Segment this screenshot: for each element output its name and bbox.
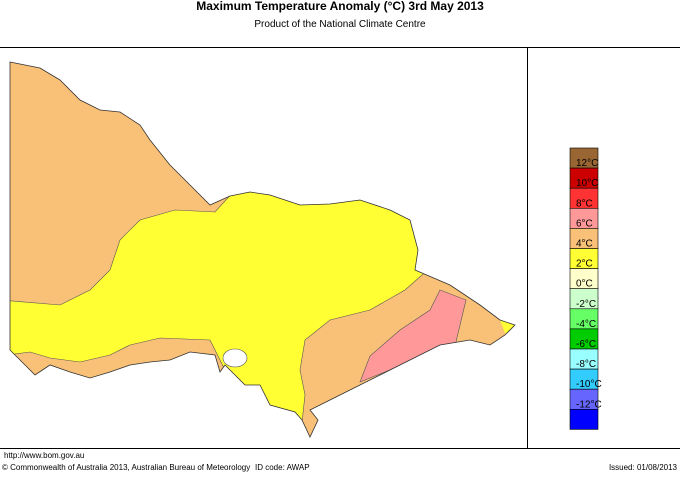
- legend-label: 2°C: [576, 259, 593, 270]
- map: [10, 62, 515, 437]
- legend-label: 8°C: [576, 198, 593, 209]
- title: Maximum Temperature Anomaly (°C) 3rd May…: [196, 0, 484, 13]
- legend-label: 12°C: [576, 158, 598, 169]
- legend-label: 6°C: [576, 218, 593, 229]
- issued: Issued: 01/08/2013: [609, 463, 678, 472]
- legend-label: 4°C: [576, 239, 593, 250]
- copyright: © Commonwealth of Australia 2013, Austra…: [2, 463, 250, 472]
- url: http://www.bom.gov.au: [4, 451, 84, 460]
- legend-label: -2°C: [576, 299, 596, 310]
- legend-swatch: [569, 408, 599, 430]
- legend-label: 10°C: [576, 178, 598, 189]
- frame: [0, 47, 680, 449]
- legend: 12°C 10°C 8°C 6°C 4°C 2°C 0°C -2°C -4°C -6°C -8°C -…: [569, 147, 602, 430]
- legend-label: 0°C: [576, 279, 593, 290]
- legend-label: -4°C: [576, 319, 596, 330]
- subtitle: Product of the National Climate Centre: [254, 19, 426, 30]
- id-code: ID code: AWAP: [255, 463, 310, 472]
- legend-label: -12°C: [576, 399, 602, 410]
- legend-label: -10°C: [576, 379, 602, 390]
- legend-label: -8°C: [576, 359, 596, 370]
- legend-label: -6°C: [576, 339, 596, 350]
